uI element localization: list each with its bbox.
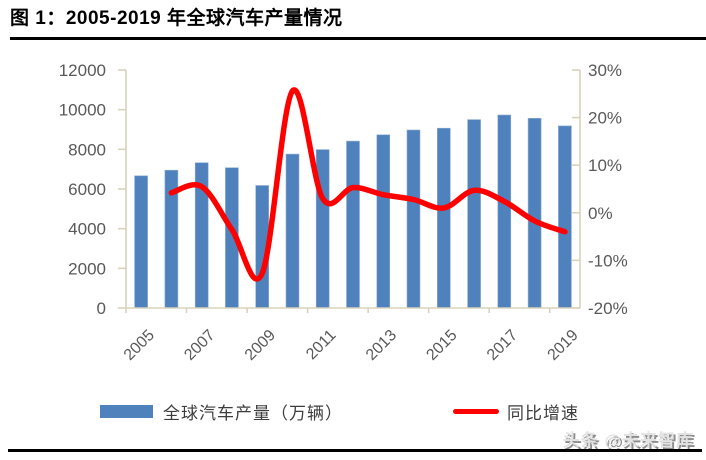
right-axis-label: -20% — [588, 299, 628, 318]
bar-2010 — [285, 153, 300, 309]
bar-2015 — [436, 127, 451, 309]
left-axis-label: 6000 — [68, 180, 106, 199]
watermark-text: 头条 @未来智库 — [562, 431, 694, 450]
left-axis-label: 12000 — [59, 61, 106, 80]
x-axis-label-2007: 2007 — [181, 327, 218, 364]
right-axis-label: 10% — [588, 156, 622, 175]
x-axis-label-2013: 2013 — [363, 327, 400, 364]
left-axis-label: 0 — [97, 299, 106, 318]
chart-legend: 全球汽车产量（万辆） 同比增速 — [0, 399, 706, 424]
x-axis-label-2017: 2017 — [484, 327, 521, 364]
growth-line — [168, 87, 568, 282]
right-axis-label: 20% — [588, 109, 622, 128]
bar-2017 — [497, 114, 512, 309]
bar-2012 — [346, 140, 360, 309]
x-axis-label-2019: 2019 — [545, 327, 582, 364]
bar-2011 — [315, 149, 330, 309]
line-series-swatch — [453, 409, 499, 414]
x-axis-label-2011: 2011 — [303, 327, 339, 363]
bar-2013 — [376, 134, 391, 309]
figure-header: 图 1：2005-2019 年全球汽车产量情况 — [0, 0, 706, 40]
bar-2019 — [558, 125, 572, 309]
bottom-rule — [8, 449, 702, 452]
bar-series-swatch — [100, 405, 153, 418]
left-axis-label: 4000 — [68, 220, 106, 239]
figure-title: 图 1：2005-2019 年全球汽车产量情况 — [10, 8, 343, 29]
right-axis-label: 0% — [588, 204, 613, 223]
left-axis-label: 8000 — [68, 140, 106, 159]
legend-label-growth: 同比增速 — [507, 404, 579, 423]
left-axis-label: 2000 — [68, 259, 106, 278]
right-axis-label: 30% — [588, 61, 622, 80]
bar-2005 — [134, 175, 148, 309]
legend-item-production: 全球汽车产量（万辆） — [100, 399, 343, 424]
title-rule — [10, 37, 706, 40]
x-axis-label-2005: 2005 — [121, 327, 158, 364]
x-axis-label-2015: 2015 — [423, 327, 460, 364]
x-axis-label-2009: 2009 — [242, 327, 279, 364]
combo-chart-canvas: 0 2000 4000 6000 8000 10000 12000 -20% -10% 0% 10%… — [59, 61, 628, 364]
right-axis-label: -10% — [588, 251, 628, 270]
legend-label-production: 全球汽车产量（万辆） — [163, 404, 343, 423]
bar-2018 — [527, 118, 542, 309]
bar-2014 — [406, 129, 421, 309]
left-axis-label: 10000 — [59, 101, 106, 120]
legend-item-growth: 同比增速 — [453, 399, 579, 424]
bar-2016 — [467, 119, 481, 309]
